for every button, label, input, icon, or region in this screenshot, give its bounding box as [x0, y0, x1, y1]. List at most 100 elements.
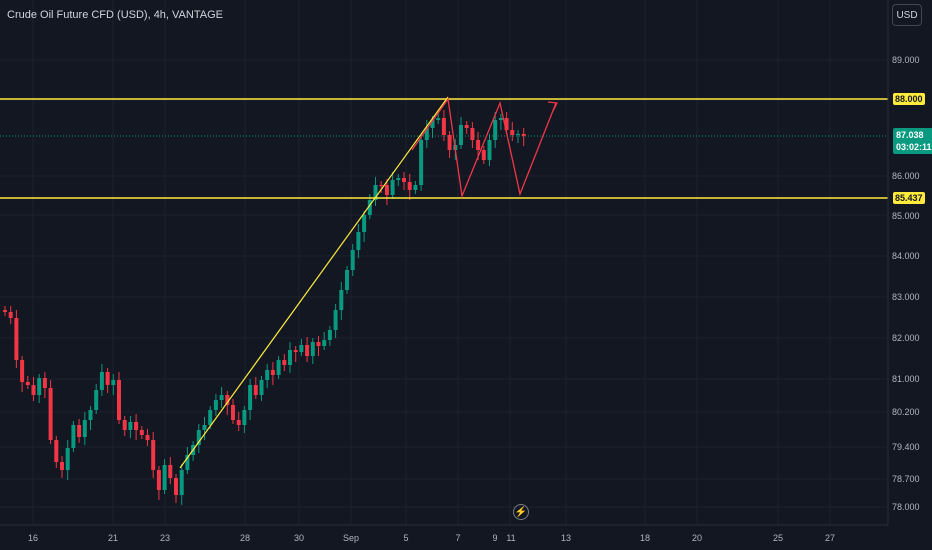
candle-body [504, 118, 509, 130]
candle-body [327, 330, 332, 340]
price-axis-label: 89.000 [892, 55, 920, 65]
candle-body [162, 465, 167, 490]
candle-body [179, 470, 184, 495]
candle-body [424, 128, 429, 140]
candle-body [31, 385, 36, 395]
candle-body [402, 178, 406, 182]
candle-body [487, 140, 492, 160]
candle-body [305, 345, 310, 356]
candle-body [407, 182, 412, 190]
candle-body [54, 440, 59, 462]
candle-body [208, 410, 213, 425]
candle-body [413, 185, 418, 190]
candle-body [231, 405, 235, 420]
candle-body [265, 370, 270, 380]
candle-body [42, 378, 47, 388]
price-axis-label: 86.000 [892, 171, 920, 181]
candle-body [253, 385, 258, 395]
candle-body [516, 134, 520, 135]
resistance-price-tag: 88.000 [893, 93, 925, 105]
candle-body [390, 180, 395, 195]
candle-body [14, 318, 19, 360]
candle-body [345, 270, 349, 290]
projection-arrowhead [547, 101, 558, 112]
candle-body [111, 380, 116, 385]
candle-body [219, 395, 224, 400]
candle-body [77, 425, 82, 437]
candle-body [282, 360, 287, 365]
lightning-icon[interactable]: ⚡ [513, 504, 529, 520]
candle-body [196, 430, 201, 445]
candle-body [293, 350, 298, 352]
candle-body [430, 120, 435, 128]
candle-body [168, 465, 173, 478]
time-axis-label: Sep [342, 533, 360, 543]
price-axis-label: 83.000 [892, 292, 920, 302]
candle-body [270, 370, 275, 375]
candle-body [367, 200, 372, 215]
candle-body [521, 134, 526, 136]
candle-body [379, 185, 384, 186]
candle-body [373, 185, 378, 200]
last-price-value: 87.038 [896, 130, 924, 140]
time-axis-label: 27 [824, 533, 836, 543]
candle-body [447, 135, 452, 150]
candle-body [156, 470, 161, 490]
candle-body [20, 360, 25, 382]
time-axis-label: 5 [403, 533, 409, 543]
price-axis-label: 78.000 [892, 502, 920, 512]
time-axis-label: 28 [239, 533, 251, 543]
support-price-tag: 85.437 [893, 192, 925, 204]
candle-body [481, 150, 486, 160]
candle-body [384, 185, 389, 195]
candle-body [139, 430, 144, 435]
trend-line [179, 96, 449, 469]
candle-body [65, 448, 70, 470]
candle-body [25, 382, 30, 385]
candle-body [248, 385, 253, 410]
time-axis-label: 20 [691, 533, 703, 543]
candle-body [213, 400, 218, 410]
time-axis-label: 16 [27, 533, 39, 543]
price-axis-label: 84.000 [892, 251, 920, 261]
candle-body [202, 425, 207, 430]
candle-body [236, 420, 241, 425]
price-axis-label: 82.000 [892, 333, 920, 343]
candle-body [441, 118, 446, 135]
time-axis-label: 7 [455, 533, 461, 543]
candle-body [242, 410, 247, 425]
currency-button[interactable]: USD [892, 4, 922, 26]
candle-body [94, 390, 99, 410]
candle-body [362, 215, 367, 232]
candle-body [356, 232, 361, 250]
time-axis-label: 30 [293, 533, 305, 543]
candle-body [498, 118, 503, 120]
candle-body [117, 380, 121, 420]
candle-body [339, 290, 344, 310]
candle-body [322, 340, 327, 346]
time-axis-label: 23 [159, 533, 171, 543]
candle-body [37, 378, 42, 395]
candle-body [99, 372, 104, 390]
candle-body [145, 435, 150, 440]
candle-body [8, 312, 13, 318]
price-axis-label: 81.000 [892, 374, 920, 384]
time-axis-label: 18 [639, 533, 651, 543]
symbol-title: Crude Oil Future CFD (USD), 4h, VANTAGE [7, 9, 223, 21]
candle-body [88, 410, 93, 420]
candle-body [470, 128, 475, 140]
candle-body [128, 422, 133, 430]
candle-body [476, 140, 481, 150]
candle-body [105, 372, 110, 385]
bar-countdown: 03:02:11 [896, 142, 932, 152]
time-axis-label: 9 [492, 533, 498, 543]
candle-body [350, 250, 355, 270]
candle-body [174, 478, 178, 495]
time-axis-label: 21 [107, 533, 119, 543]
candle-body [3, 310, 7, 312]
price-axis-label: 78.700 [892, 474, 920, 484]
price-axis-label: 85.000 [892, 211, 920, 221]
candle-body [151, 440, 156, 470]
candle-body [299, 345, 304, 352]
